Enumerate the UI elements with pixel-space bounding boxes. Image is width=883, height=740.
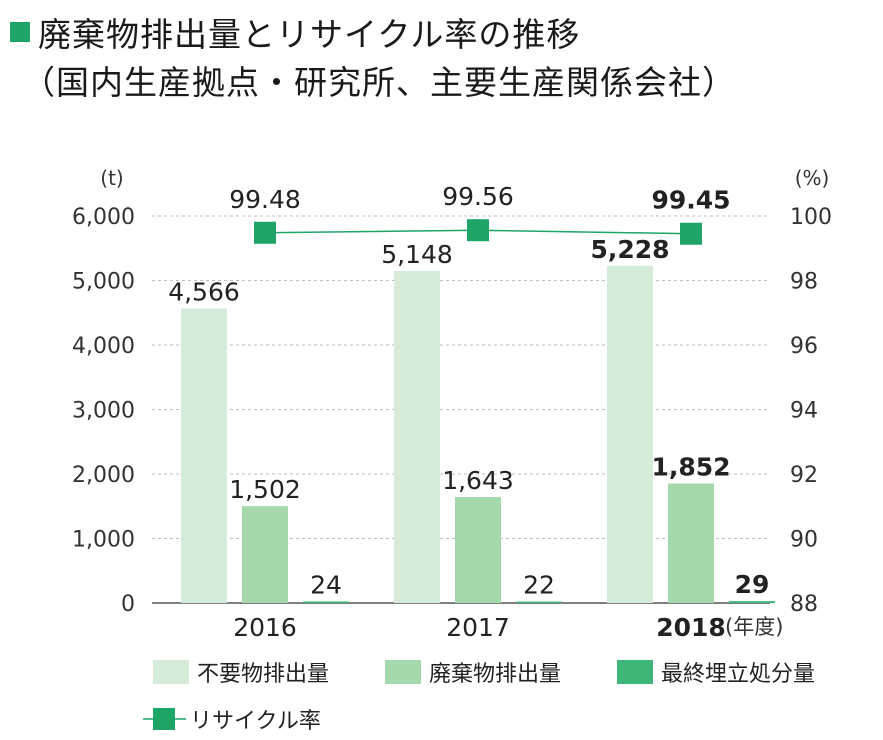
data-label: 1,643 bbox=[442, 466, 514, 495]
legend-label: リサイクル率 bbox=[190, 709, 321, 734]
data-label: 24 bbox=[310, 570, 342, 599]
left-tick-label: 1,000 bbox=[72, 528, 135, 553]
line-point bbox=[254, 221, 276, 244]
data-label: 4,566 bbox=[168, 277, 240, 306]
legend-swatch bbox=[385, 660, 421, 684]
line-data-label: 99.48 bbox=[229, 185, 301, 214]
data-label: 5,148 bbox=[381, 240, 453, 269]
right-tick-label: 96 bbox=[790, 334, 818, 359]
bar bbox=[516, 601, 562, 603]
right-tick-label: 100 bbox=[790, 205, 832, 230]
left-tick-label: 3,000 bbox=[72, 399, 135, 424]
right-tick-label: 92 bbox=[790, 463, 818, 488]
category-label: 2016 bbox=[233, 613, 297, 642]
line-point bbox=[467, 219, 489, 242]
legend-swatch bbox=[617, 660, 653, 684]
line-data-label: 99.45 bbox=[651, 186, 730, 215]
right-tick-label: 98 bbox=[790, 270, 818, 295]
chart-subtitle: （国内生産拠点・研究所、主要生産関係会社） bbox=[22, 63, 736, 102]
left-tick-label: 0 bbox=[121, 592, 135, 617]
right-tick-label: 88 bbox=[790, 592, 818, 617]
legend-label: 廃棄物排出量 bbox=[429, 662, 561, 687]
category-label: 2017 bbox=[446, 613, 510, 642]
bar bbox=[455, 497, 501, 603]
left-tick-label: 2,000 bbox=[72, 463, 135, 488]
left-tick-label: 6,000 bbox=[72, 205, 135, 230]
title-square-icon bbox=[10, 22, 30, 42]
right-tick-label: 90 bbox=[790, 528, 818, 553]
legend-line-marker bbox=[153, 708, 175, 730]
right-tick-label: 94 bbox=[790, 399, 818, 424]
line-point bbox=[680, 222, 702, 245]
legend-label: 最終埋立処分量 bbox=[661, 662, 815, 687]
legend-label: 不要物排出量 bbox=[197, 662, 329, 687]
bar bbox=[242, 506, 288, 603]
left-tick-label: 4,000 bbox=[72, 334, 135, 359]
line-data-label: 99.56 bbox=[442, 182, 514, 211]
right-axis-unit: (%) bbox=[795, 166, 830, 190]
bar bbox=[729, 601, 775, 603]
data-label: 29 bbox=[735, 570, 770, 599]
data-label: 22 bbox=[523, 571, 555, 600]
bar bbox=[668, 483, 714, 603]
data-label: 1,502 bbox=[229, 475, 301, 504]
bar bbox=[394, 270, 440, 603]
left-tick-label: 5,000 bbox=[72, 270, 135, 295]
category-unit: (年度) bbox=[725, 615, 783, 639]
data-label: 5,228 bbox=[590, 235, 669, 264]
left-axis-unit: (t) bbox=[100, 166, 123, 190]
bar bbox=[303, 601, 349, 603]
chart-title: 廃棄物排出量とリサイクル率の推移 bbox=[10, 8, 580, 56]
bar bbox=[181, 308, 227, 603]
legend-swatch bbox=[153, 660, 189, 684]
data-label: 1,852 bbox=[651, 453, 730, 482]
category-label: 2018 bbox=[656, 613, 726, 642]
chart-title-text: 廃棄物排出量とリサイクル率の推移 bbox=[38, 15, 581, 54]
bar bbox=[607, 265, 653, 603]
